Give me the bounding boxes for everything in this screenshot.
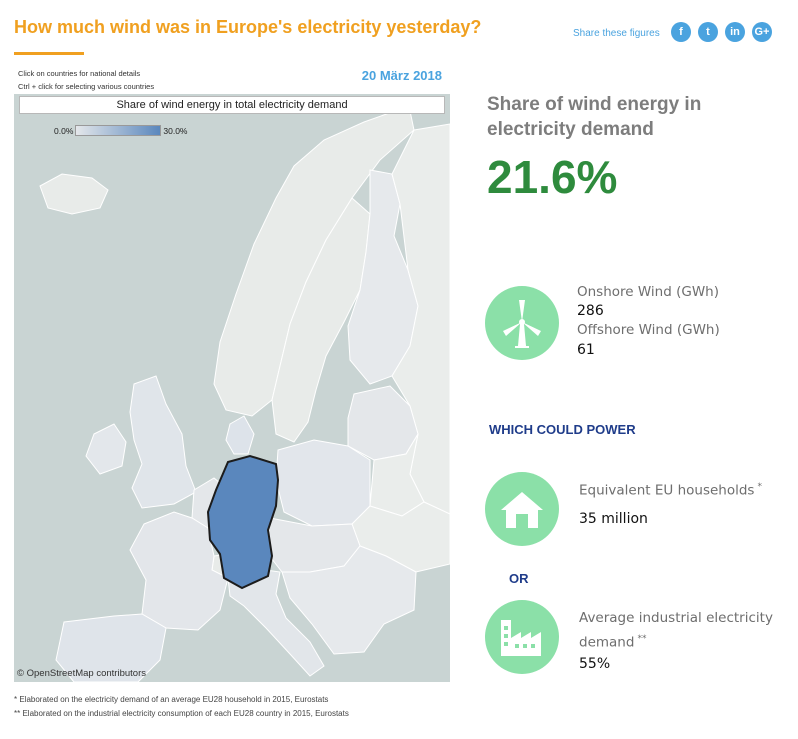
country-balkans[interactable] xyxy=(281,545,417,655)
google-plus-icon[interactable]: G+ xyxy=(752,22,772,42)
map-legend: 0.0% 30.0% xyxy=(54,125,187,136)
households-label-text: Equivalent EU households xyxy=(579,482,755,499)
offshore-value: 61 xyxy=(577,342,595,358)
onshore-value: 286 xyxy=(577,303,604,319)
wind-turbine-icon xyxy=(485,286,559,360)
footnote-households: * Elaborated on the electricity demand o… xyxy=(14,695,329,704)
page-title: How much wind was in Europe's electricit… xyxy=(14,17,482,37)
country-france[interactable] xyxy=(129,511,229,631)
facebook-icon[interactable]: f xyxy=(671,22,691,42)
households-label: Equivalent EU households * xyxy=(579,482,762,499)
legend-gradient xyxy=(75,125,162,136)
map-panel: Click on countries for national details … xyxy=(14,62,450,682)
footnote-industry: ** Elaborated on the industrial electric… xyxy=(14,709,349,718)
country-italy[interactable] xyxy=(227,567,325,677)
map-date: 20 März 2018 xyxy=(361,68,442,83)
which-could-power-heading: WHICH COULD POWER xyxy=(489,422,636,437)
share-icons: f t in G+ xyxy=(671,22,772,42)
wind-share-value: 21.6% xyxy=(487,151,618,203)
legend-min-label: 0.0% xyxy=(54,125,74,136)
summary-headline: Share of wind energy in electricity dema… xyxy=(487,94,702,140)
map-hint-ctrl-click: Ctrl + click for selecting various count… xyxy=(18,82,155,91)
title-underline xyxy=(14,52,84,55)
or-separator: OR xyxy=(509,571,529,586)
linkedin-icon[interactable]: in xyxy=(725,22,745,42)
country-united-kingdom[interactable] xyxy=(129,375,197,509)
industry-label: Average industrial electricity demand ** xyxy=(579,608,794,654)
country-poland[interactable] xyxy=(275,439,371,527)
households-footnote-marker: * xyxy=(757,482,762,492)
house-icon xyxy=(485,472,559,546)
osm-credit[interactable]: © OpenStreetMap contributors xyxy=(17,668,146,679)
industry-value: 55% xyxy=(579,656,611,672)
households-value: 35 million xyxy=(579,511,648,527)
industry-footnote-marker: ** xyxy=(637,634,647,644)
onshore-label: Onshore Wind (GWh) xyxy=(577,284,720,300)
country-ireland[interactable] xyxy=(85,423,127,475)
legend-max-label: 30.0% xyxy=(163,125,188,136)
europe-map[interactable]: Share of wind energy in total electricit… xyxy=(14,94,450,682)
country-denmark[interactable] xyxy=(225,415,255,455)
industry-label-text: Average industrial electricity demand xyxy=(579,610,773,651)
country-iceland[interactable] xyxy=(39,173,109,215)
map-hint-click: Click on countries for national details xyxy=(18,69,141,78)
offshore-label: Offshore Wind (GWh) xyxy=(577,322,720,338)
map-canvas xyxy=(39,105,450,682)
factory-icon xyxy=(485,600,559,674)
map-title: Share of wind energy in total electricit… xyxy=(19,96,445,114)
share-label: Share these figures xyxy=(573,28,660,39)
country-germany-selected[interactable] xyxy=(206,454,280,590)
twitter-icon[interactable]: t xyxy=(698,22,718,42)
country-iberia[interactable] xyxy=(55,613,167,682)
